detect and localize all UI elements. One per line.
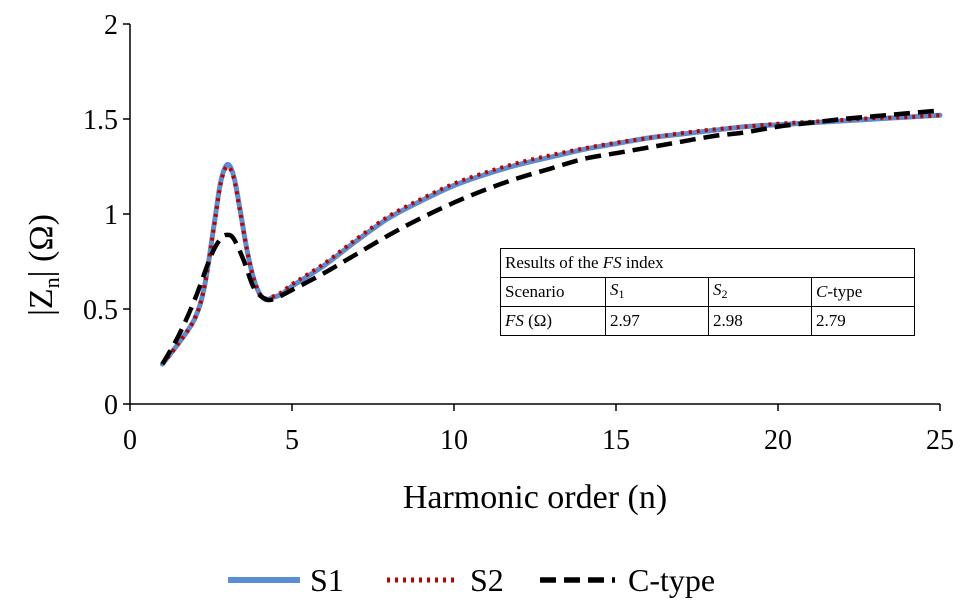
series-line-s2	[160, 113, 941, 366]
fs-table-title: Results of the FS index	[500, 248, 915, 278]
scenario-s2: S2	[708, 277, 812, 307]
x-axis-label: Harmonic order (n)	[403, 479, 667, 516]
scenario-s1: S1	[605, 277, 709, 307]
fs-table-title-row: Results of the FS index	[500, 248, 915, 278]
fs-value-ctype: 2.79	[811, 306, 915, 336]
x-tick-label: 10	[440, 425, 468, 456]
y-tick-label: 2	[104, 10, 118, 41]
y-tick-label: 1	[104, 200, 118, 231]
fs-value-s2: 2.98	[708, 306, 812, 336]
series-layer	[159, 108, 943, 367]
fs-table-header-row: Scenario S1 S2 C-type	[500, 277, 915, 307]
x-tick-label: 5	[285, 425, 299, 456]
x-tick-label: 25	[926, 425, 954, 456]
x-tick-label: 20	[764, 425, 792, 456]
legend: S1 S2 C-type	[228, 562, 715, 598]
fs-table-value-row: FS (Ω) 2.97 2.98 2.79	[500, 306, 915, 336]
y-tick-label: 0	[104, 390, 118, 421]
y-axis-label: |Zn| (Ω)	[23, 214, 64, 316]
scenario-ctype: C-type	[811, 277, 915, 307]
fs-label: FS (Ω)	[500, 306, 606, 336]
series-line-c-type	[160, 108, 941, 366]
y-tick-label: 1.5	[83, 105, 118, 136]
legend-label-s2: S2	[470, 562, 504, 598]
x-tick-label: 15	[602, 425, 630, 456]
x-tick-label: 0	[123, 425, 137, 456]
legend-label-c-type: C-type	[628, 562, 715, 598]
axes	[129, 24, 940, 405]
legend-label-s1: S1	[310, 562, 344, 598]
fs-results-table: Results of the FS index Scenario S1 S2 C…	[500, 248, 915, 336]
fs-value-s1: 2.97	[605, 306, 709, 336]
ticks: 0 5 10 15 20 25 0 0.5 1 1.5 2	[83, 10, 954, 456]
scenario-label: Scenario	[500, 277, 606, 307]
y-tick-label: 0.5	[83, 295, 118, 326]
